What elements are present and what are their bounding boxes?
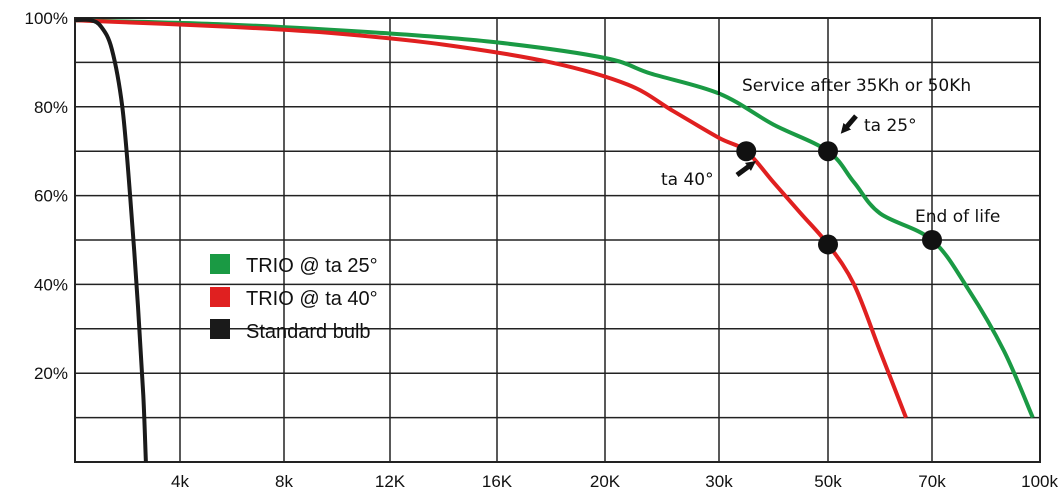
x-tick-label: 100k <box>1021 472 1058 491</box>
data-marker-point <box>818 141 838 162</box>
x-tick-label: 20K <box>590 472 621 491</box>
y-tick-label: 100% <box>25 9 68 28</box>
x-tick-label: 70k <box>918 472 946 491</box>
data-marker-point <box>818 234 838 255</box>
legend-swatch-trio-40 <box>210 287 230 307</box>
y-tick-label: 20% <box>34 364 68 383</box>
annotation-ta40: ta 40° <box>661 170 714 190</box>
arrow-ta25-icon <box>840 114 858 134</box>
legend-label-standard-bulb: Standard bulb <box>246 321 371 343</box>
x-tick-label: 4k <box>171 472 189 491</box>
legend: TRIO @ ta 25° TRIO @ ta 40° Standard bul… <box>210 254 378 343</box>
x-tick-label: 8k <box>275 472 293 491</box>
marker-points <box>736 141 942 255</box>
curves <box>74 17 1035 463</box>
series-line-trio-40 <box>74 18 908 419</box>
grid <box>74 17 1041 463</box>
y-tick-label: 40% <box>34 275 68 294</box>
service-annotation: Service after 35Kh or 50Kh <box>742 76 971 96</box>
legend-label-trio-25: TRIO @ ta 25° <box>246 255 378 277</box>
legend-swatch-standard-bulb <box>210 319 230 339</box>
x-tick-label: 16K <box>482 472 513 491</box>
arrow-ta40-icon <box>735 161 757 178</box>
x-tick-label: 50k <box>814 472 842 491</box>
x-tick-label: 30k <box>705 472 733 491</box>
legend-label-trio-40: TRIO @ ta 40° <box>246 288 378 310</box>
series-line-trio-25 <box>74 18 1035 419</box>
data-marker-point <box>922 230 942 250</box>
legend-swatch-trio-25 <box>210 254 230 274</box>
annotation-end-of-life: End of life <box>915 207 1000 227</box>
y-tick-label: 60% <box>34 187 68 206</box>
data-marker-point <box>736 141 757 162</box>
y-tick-label: 80% <box>34 98 68 117</box>
y-axis-ticks: 100% 80% 60% 40% 20% <box>25 9 68 383</box>
series-line-standard-bulb <box>74 17 148 463</box>
x-tick-label: 12K <box>375 472 406 491</box>
annotation-ta25: ta 25° <box>864 116 917 136</box>
x-axis-ticks: 4k 8k 12K 16K 20K 30k 50k 70k 100k <box>171 472 1058 491</box>
